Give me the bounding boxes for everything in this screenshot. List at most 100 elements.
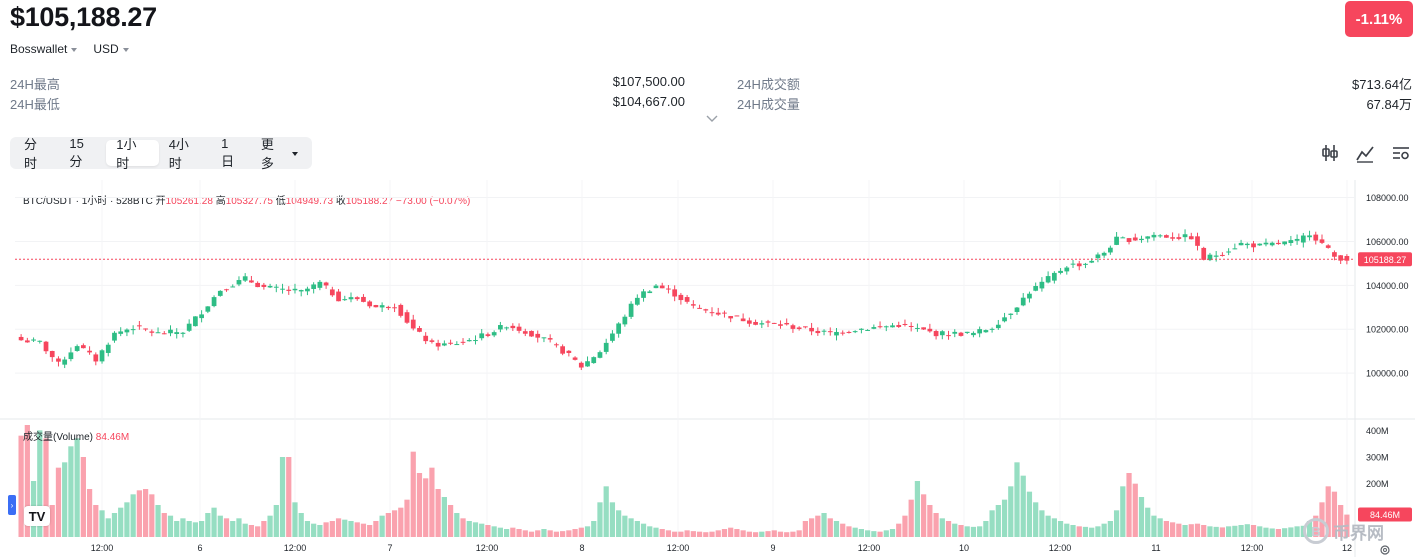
- volume-bar: [672, 531, 678, 537]
- candle-body: [1101, 252, 1107, 256]
- turnover-24h-label: 24H成交额: [737, 77, 800, 92]
- candle-body: [454, 344, 460, 346]
- volume-bar: [149, 494, 155, 537]
- candle-body: [958, 332, 964, 336]
- volume-bar: [771, 530, 777, 537]
- volume-bar: [553, 531, 560, 537]
- candle-body: [429, 340, 435, 342]
- volume-bar: [136, 490, 142, 537]
- candle-body: [1058, 270, 1063, 273]
- chart-style-icon[interactable]: [1354, 142, 1376, 164]
- tab-timeline[interactable]: 分时: [24, 137, 38, 171]
- tab-more[interactable]: 更多: [251, 137, 308, 171]
- volume-bar: [802, 521, 808, 537]
- candle-body: [815, 330, 821, 334]
- volume-bar: [1182, 525, 1188, 537]
- volume-bar: [964, 526, 970, 537]
- tab-1h[interactable]: 1小时: [106, 137, 159, 171]
- high-24h-value: $107,500.00: [612, 74, 685, 89]
- volume-bar: [124, 502, 130, 537]
- volume-bar: [242, 523, 248, 537]
- candlestick-chart[interactable]: 108000.00 106000.00 104000.00 102000.00 1000…: [0, 180, 1415, 557]
- candle-body: [1132, 237, 1138, 241]
- volume-bar: [37, 430, 43, 537]
- candle-body: [753, 321, 758, 325]
- volume-bar: [728, 527, 734, 537]
- time-axis-label: 6: [197, 543, 202, 553]
- candle-body: [305, 288, 310, 292]
- time-axis-label: 8: [579, 543, 584, 553]
- tab-4h[interactable]: 4小时: [168, 137, 189, 171]
- volume-bar: [1120, 486, 1126, 537]
- candle-body: [728, 316, 734, 319]
- candle-body: [1095, 254, 1101, 259]
- candle-body: [535, 333, 541, 338]
- candle-body: [367, 301, 373, 307]
- candle-body: [566, 350, 572, 353]
- volume-bar: [995, 505, 1001, 537]
- candle-body: [267, 285, 273, 288]
- volume-bar: [914, 481, 921, 537]
- candle-body: [404, 312, 410, 323]
- side-panel-handle[interactable]: ›: [8, 495, 16, 515]
- wallet-selector[interactable]: Bosswallet: [10, 42, 78, 56]
- time-axis-label: 12:00: [1049, 543, 1072, 553]
- time-axis-label: 12:00: [91, 543, 114, 553]
- volume-bar: [111, 513, 118, 537]
- volume-bar: [329, 521, 335, 537]
- candle-body: [410, 319, 416, 329]
- candle-body: [622, 316, 628, 325]
- volume-bar: [1250, 525, 1257, 537]
- volume-bar: [871, 531, 877, 537]
- candle-body: [217, 290, 223, 296]
- volume-bar: [1207, 526, 1213, 537]
- candle-body: [323, 282, 329, 286]
- indicator-icon[interactable]: [1319, 142, 1341, 164]
- volume-bar: [248, 525, 255, 537]
- volume-bar: [74, 438, 80, 537]
- candle-body: [1139, 238, 1144, 241]
- candle-body: [286, 289, 292, 291]
- legend-open-label: 开: [155, 196, 166, 207]
- candle-body: [398, 304, 404, 316]
- candle-body: [1114, 236, 1119, 245]
- candle-body: [342, 299, 348, 301]
- time-axis-label: 12:00: [476, 543, 499, 553]
- candle-body: [155, 332, 161, 334]
- candle-body: [373, 305, 379, 308]
- candle-body: [236, 280, 242, 285]
- candle-body: [1151, 234, 1157, 238]
- candle-body: [392, 307, 397, 309]
- candle-body: [24, 340, 30, 343]
- volume-bar: [503, 529, 510, 537]
- tab-15m[interactable]: 15分: [69, 136, 84, 169]
- time-axis-label: 12:00: [284, 543, 307, 553]
- candle-body: [105, 344, 111, 353]
- candle-body: [1033, 286, 1039, 291]
- volume-bar: [161, 513, 167, 537]
- candle-body: [1313, 234, 1319, 241]
- watermark-text: 币界网: [1333, 523, 1384, 543]
- chart-settings-gear-icon[interactable]: [1379, 544, 1391, 556]
- candle-body: [1220, 254, 1225, 256]
- candle-body: [1269, 242, 1275, 246]
- volume-bar: [86, 489, 93, 537]
- candle-body: [224, 289, 229, 291]
- volume-bar: [939, 518, 945, 537]
- volume-bar: [55, 467, 62, 537]
- candle-body: [1332, 252, 1337, 257]
- candle-body: [1051, 272, 1057, 281]
- candle-body: [964, 331, 970, 333]
- volume-bar: [1020, 475, 1026, 537]
- candle-body: [37, 340, 43, 342]
- candle-body: [666, 288, 671, 290]
- currency-selector[interactable]: USD: [93, 42, 129, 56]
- expand-chevron-icon[interactable]: [706, 112, 718, 124]
- candle-body: [1070, 263, 1076, 265]
- price-axis-label: 108000.00: [1366, 193, 1409, 203]
- candle-body: [93, 354, 99, 362]
- settings-icon[interactable]: [1390, 142, 1412, 164]
- volume-bar: [186, 521, 192, 537]
- tab-1d[interactable]: 1日: [221, 136, 235, 169]
- candle-body: [43, 341, 49, 352]
